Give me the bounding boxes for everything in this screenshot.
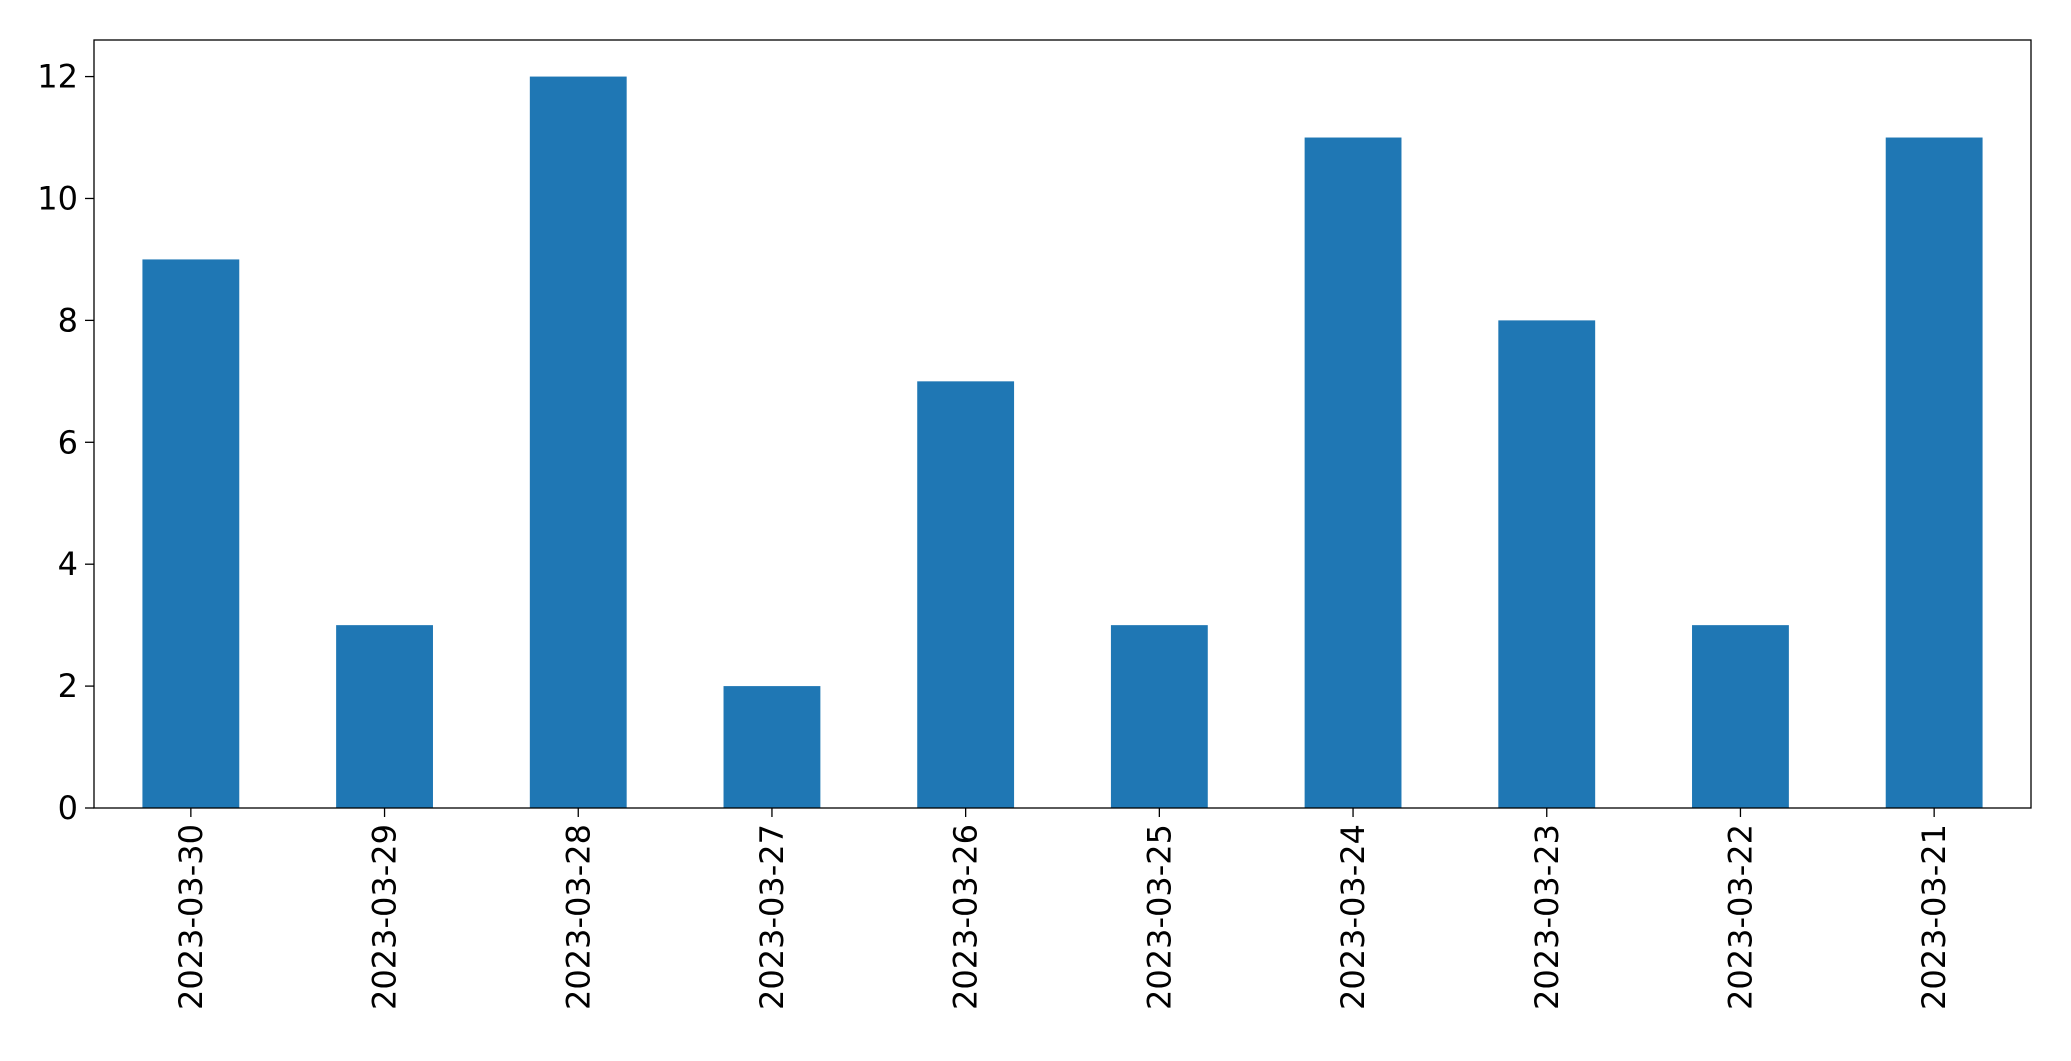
bar [1692, 625, 1789, 808]
plot-frame [93, 39, 2032, 809]
x-tick-label: 2023-03-22 [1721, 824, 1759, 1010]
y-tick-label: 8 [58, 301, 78, 339]
x-tick-label: 2023-03-29 [366, 824, 404, 1010]
x-tick-label: 2023-03-25 [1140, 824, 1178, 1010]
bar [142, 259, 240, 808]
y-tick-label: 10 [37, 179, 78, 217]
x-tick-label: 2023-03-26 [947, 824, 985, 1010]
x-tick-label: 2023-03-30 [172, 824, 210, 1010]
bar [336, 625, 433, 808]
y-tick-label: 2 [58, 667, 78, 705]
x-tick-label: 2023-03-21 [1915, 824, 1953, 1010]
x-tick-label: 2023-03-27 [753, 824, 791, 1010]
bar [723, 686, 821, 808]
x-tick-label: 2023-03-28 [559, 824, 597, 1010]
bar [529, 76, 627, 809]
bar [1498, 320, 1596, 808]
y-tick-label: 12 [37, 58, 78, 96]
bar [1304, 137, 1402, 808]
y-tick-label: 6 [58, 423, 78, 461]
y-tick-label: 0 [58, 789, 78, 827]
x-tick-label: 2023-03-24 [1334, 824, 1372, 1010]
y-tick-label: 4 [58, 545, 78, 583]
bar [917, 381, 1015, 808]
x-tick-label: 2023-03-23 [1528, 824, 1566, 1010]
bar [1885, 137, 1983, 808]
bar [1110, 625, 1208, 808]
